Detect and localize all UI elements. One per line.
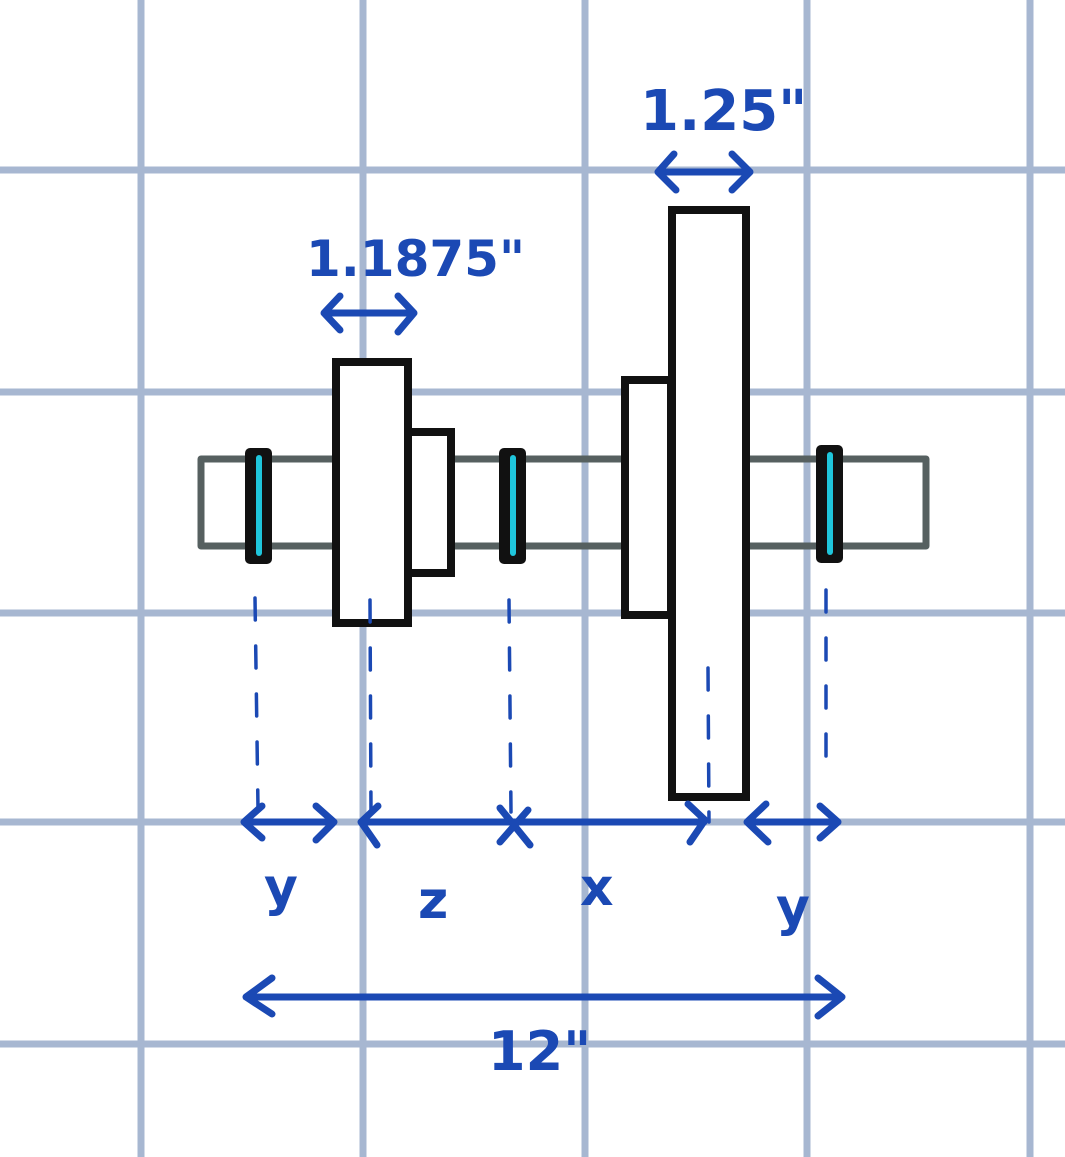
large-gear: [621, 206, 750, 801]
gear-width-dimension: [320, 292, 418, 336]
shaft: [197, 455, 930, 550]
overall-length-dimension: [242, 974, 846, 1020]
hub-width-dimension: [654, 150, 754, 194]
hub-width-label: 1.25": [640, 79, 807, 144]
collar-middle: [499, 448, 526, 564]
projection-line: [507, 598, 513, 814]
small-gear-body: [332, 358, 412, 627]
projection-lines: [253, 588, 828, 824]
spacing-label-y-left: y: [264, 858, 298, 918]
spacing-arrow-y-left: [240, 802, 338, 844]
collar-right: [816, 445, 843, 563]
double-arrow: [242, 974, 846, 1020]
small-gear: [332, 358, 455, 627]
collar-left: [245, 448, 272, 564]
large-gear-body: [668, 206, 750, 801]
spacing-arrow-z: [357, 802, 534, 849]
spacing-label-y-right: y: [776, 878, 810, 938]
double-arrow: [320, 292, 418, 336]
gear-width-label: 1.1875": [306, 230, 525, 288]
overall-length-label: 12": [488, 1020, 591, 1083]
projection-line: [368, 598, 373, 814]
small-gear-hub: [403, 428, 455, 577]
spacing-label-x: x: [580, 858, 614, 918]
spacing-dimensions: [240, 800, 842, 849]
projection-line: [253, 596, 260, 810]
spacing-arrow-y-right: [743, 800, 842, 846]
spacing-label-z: z: [418, 871, 448, 931]
large-gear-hub: [621, 376, 675, 619]
spacing-arrow-x: [508, 800, 709, 846]
double-arrow: [654, 150, 754, 194]
